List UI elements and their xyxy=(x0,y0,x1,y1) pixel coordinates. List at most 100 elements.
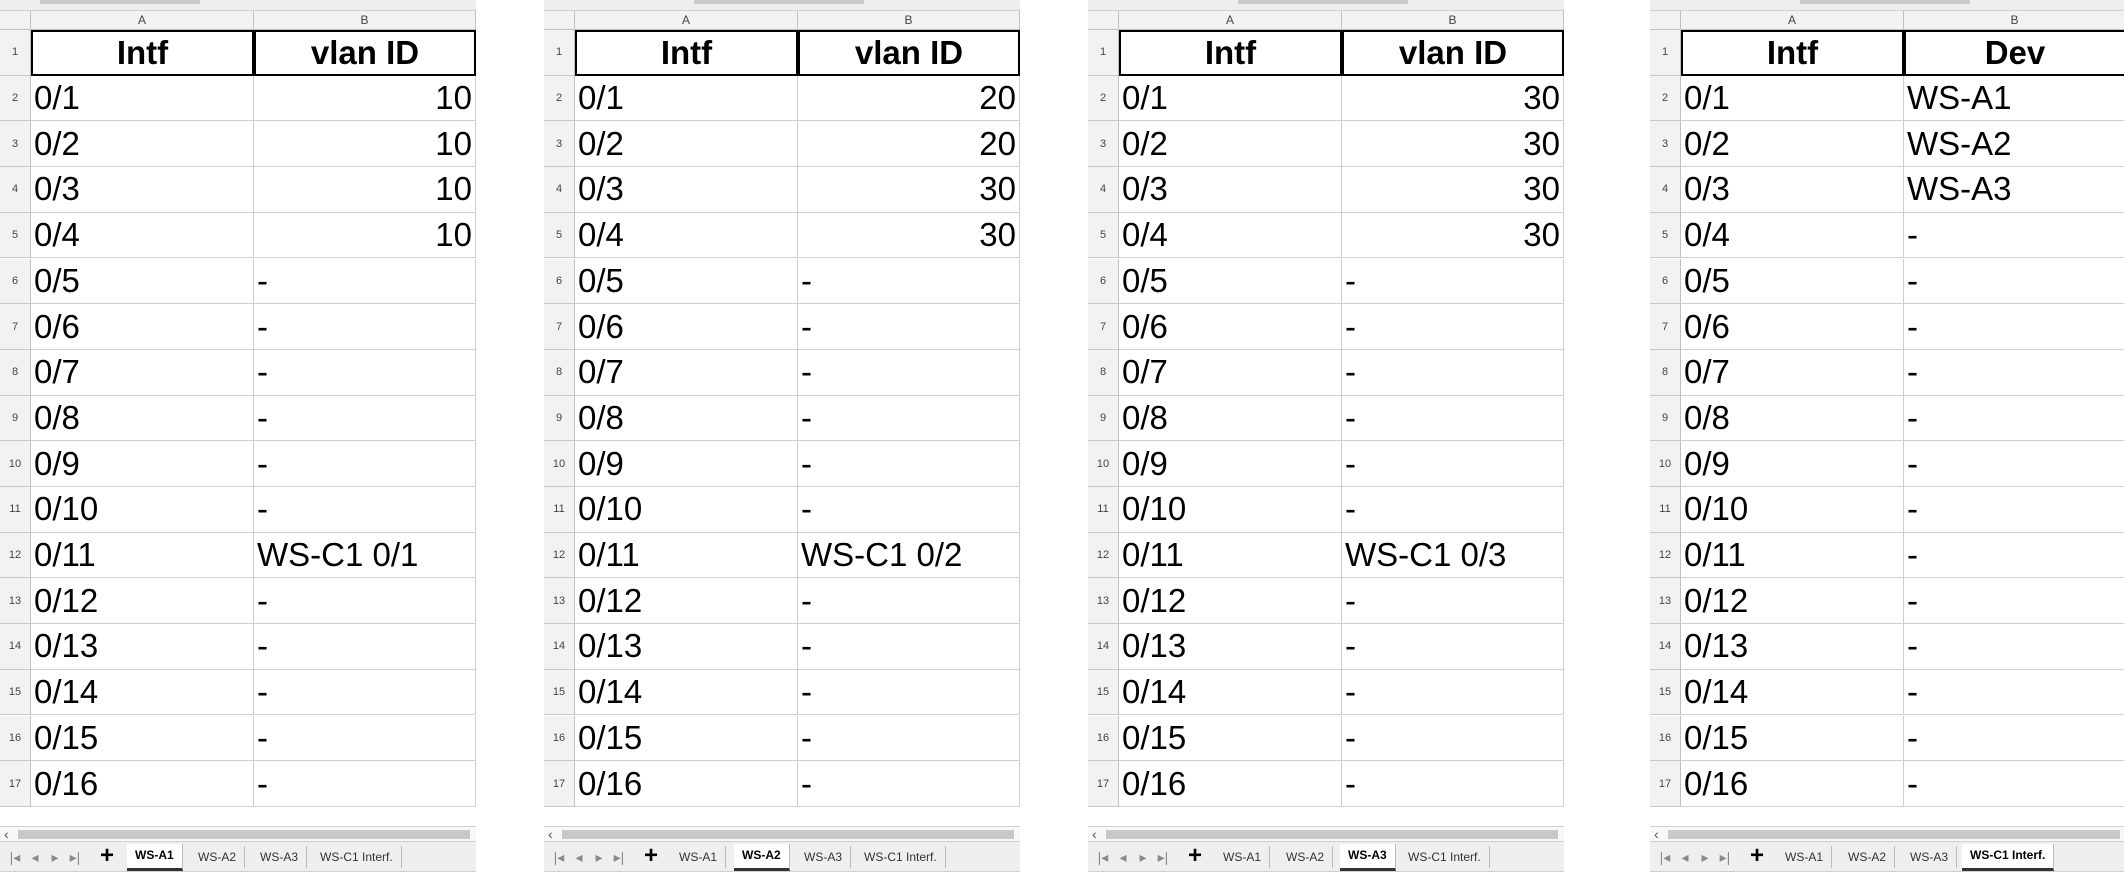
intf-cell[interactable]: 0/5 xyxy=(1681,258,1904,305)
intf-cell[interactable]: 0/12 xyxy=(31,578,254,625)
value-cell[interactable]: - xyxy=(254,258,476,305)
intf-cell[interactable]: 0/6 xyxy=(1119,304,1342,350)
row-header[interactable]: 14 xyxy=(0,624,31,670)
row-header[interactable]: 1 xyxy=(0,30,31,76)
row-header[interactable]: 9 xyxy=(544,395,575,442)
intf-cell[interactable]: 0/9 xyxy=(1681,441,1904,487)
intf-cell[interactable]: 0/16 xyxy=(31,761,254,807)
value-cell[interactable]: - xyxy=(798,669,1020,716)
row-header[interactable]: 17 xyxy=(1088,761,1119,807)
row-header[interactable]: 3 xyxy=(0,121,31,168)
intf-cell[interactable]: 0/12 xyxy=(1119,578,1342,625)
value-cell[interactable]: - xyxy=(254,624,476,670)
value-cell[interactable]: - xyxy=(254,761,476,807)
row-header[interactable]: 3 xyxy=(544,121,575,168)
row-header[interactable]: 6 xyxy=(544,258,575,305)
intf-cell[interactable]: 0/14 xyxy=(575,669,798,716)
row-header[interactable]: 6 xyxy=(1088,258,1119,305)
intf-cell[interactable]: 0/13 xyxy=(1681,624,1904,670)
row-header[interactable]: 3 xyxy=(1650,121,1681,168)
intf-cell[interactable]: 0/12 xyxy=(575,578,798,625)
intf-cell[interactable]: 0/15 xyxy=(575,715,798,762)
value-cell[interactable]: 30 xyxy=(1342,75,1564,122)
prev-sheet-icon[interactable]: ◂ xyxy=(575,849,583,865)
select-all-corner[interactable] xyxy=(544,11,575,30)
intf-cell[interactable]: 0/8 xyxy=(575,395,798,442)
value-cell[interactable]: - xyxy=(1904,487,2124,533)
sheet-tab[interactable]: WS-A3 xyxy=(1340,844,1396,871)
sheet-tab[interactable]: WS-C1 Interf. xyxy=(856,846,946,868)
horizontal-scrollbar[interactable]: ‹ xyxy=(1088,826,1564,842)
intf-cell[interactable]: 0/16 xyxy=(575,761,798,807)
row-header[interactable]: 15 xyxy=(0,669,31,716)
row-header[interactable]: 11 xyxy=(1650,487,1681,533)
row-header[interactable]: 1 xyxy=(1650,30,1681,76)
sheet-tab[interactable]: WS-C1 Interf. xyxy=(1400,846,1490,868)
sheet-tab[interactable]: WS-A1 xyxy=(1777,846,1833,868)
row-header[interactable]: 10 xyxy=(544,441,575,487)
intf-cell[interactable]: 0/9 xyxy=(31,441,254,487)
row-header[interactable]: 8 xyxy=(1650,349,1681,396)
header-cell[interactable]: Dev xyxy=(1904,30,2124,76)
value-cell[interactable]: - xyxy=(1904,396,2124,442)
row-header[interactable]: 16 xyxy=(0,715,31,762)
sheet-tab[interactable]: WS-A2 xyxy=(1278,846,1334,868)
value-cell[interactable]: - xyxy=(798,761,1020,807)
row-header[interactable]: 12 xyxy=(1650,532,1681,579)
sheet-tab[interactable]: WS-A2 xyxy=(734,844,790,871)
value-cell[interactable]: - xyxy=(1342,487,1564,533)
value-cell[interactable]: - xyxy=(1904,761,2124,807)
intf-cell[interactable]: 0/10 xyxy=(1119,487,1342,533)
value-cell[interactable]: - xyxy=(798,487,1020,533)
select-all-corner[interactable] xyxy=(0,11,31,30)
intf-cell[interactable]: 0/6 xyxy=(575,304,798,350)
value-cell[interactable]: 30 xyxy=(1342,212,1564,259)
intf-cell[interactable]: 0/12 xyxy=(1681,578,1904,625)
intf-cell[interactable]: 0/9 xyxy=(575,441,798,487)
row-header[interactable]: 5 xyxy=(1088,212,1119,259)
first-sheet-icon[interactable]: |◂ xyxy=(1659,849,1671,865)
last-sheet-icon[interactable]: ▸| xyxy=(613,849,625,865)
row-header[interactable]: 9 xyxy=(1088,395,1119,442)
sheet-tab[interactable]: WS-C1 Interf. xyxy=(312,846,402,868)
value-cell[interactable]: WS-A1 xyxy=(1904,76,2124,122)
value-cell[interactable]: - xyxy=(1904,441,2124,487)
value-cell[interactable]: - xyxy=(1904,533,2124,579)
scroll-left-icon[interactable]: ‹ xyxy=(1092,826,1097,842)
row-header[interactable]: 2 xyxy=(1088,75,1119,122)
row-header[interactable]: 7 xyxy=(544,304,575,350)
row-header[interactable]: 14 xyxy=(1088,624,1119,670)
select-all-corner[interactable] xyxy=(1650,11,1681,30)
row-header[interactable]: 8 xyxy=(1088,349,1119,396)
intf-cell[interactable]: 0/16 xyxy=(1119,761,1342,807)
intf-cell[interactable]: 0/2 xyxy=(31,121,254,168)
scrollbar-thumb[interactable] xyxy=(1106,830,1558,839)
intf-cell[interactable]: 0/13 xyxy=(575,624,798,670)
prev-sheet-icon[interactable]: ◂ xyxy=(1681,849,1689,865)
add-sheet-icon[interactable]: + xyxy=(99,842,114,869)
row-header[interactable]: 2 xyxy=(544,75,575,122)
value-cell[interactable]: - xyxy=(1342,761,1564,807)
header-cell[interactable]: Intf xyxy=(1119,30,1342,76)
intf-cell[interactable]: 0/14 xyxy=(31,669,254,716)
intf-cell[interactable]: 0/5 xyxy=(575,258,798,305)
value-cell[interactable]: - xyxy=(798,258,1020,305)
column-header-a[interactable]: A xyxy=(1681,11,1904,30)
row-header[interactable]: 5 xyxy=(1650,212,1681,259)
value-cell[interactable]: 20 xyxy=(798,121,1020,168)
row-header[interactable]: 15 xyxy=(544,669,575,716)
value-cell[interactable]: - xyxy=(1342,395,1564,442)
intf-cell[interactable]: 0/15 xyxy=(1681,715,1904,762)
row-header[interactable]: 10 xyxy=(1088,441,1119,487)
intf-cell[interactable]: 0/2 xyxy=(1681,121,1904,168)
value-cell[interactable]: - xyxy=(1904,624,2124,670)
scroll-left-icon[interactable]: ‹ xyxy=(4,826,9,842)
intf-cell[interactable]: 0/16 xyxy=(1681,761,1904,807)
intf-cell[interactable]: 0/3 xyxy=(1681,167,1904,213)
value-cell[interactable]: - xyxy=(254,669,476,716)
scroll-left-icon[interactable]: ‹ xyxy=(548,826,553,842)
value-cell[interactable]: - xyxy=(1342,441,1564,487)
value-cell[interactable]: 30 xyxy=(1342,121,1564,168)
value-cell[interactable]: - xyxy=(1342,304,1564,350)
header-cell[interactable]: Intf xyxy=(575,30,798,76)
